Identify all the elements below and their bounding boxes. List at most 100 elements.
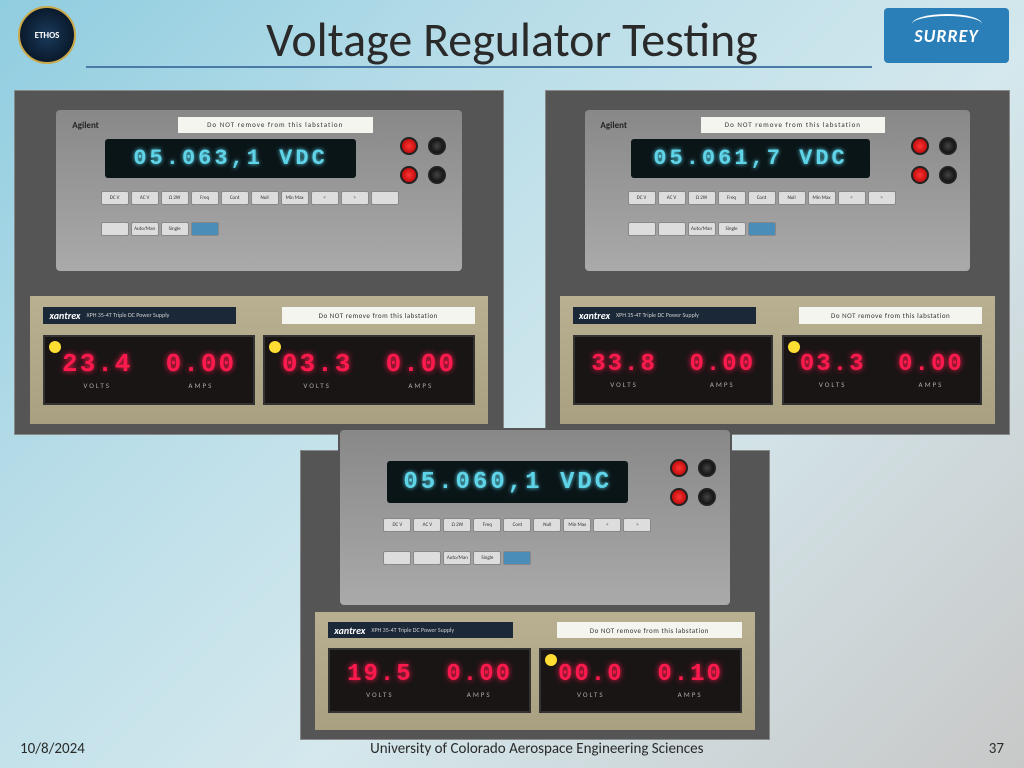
jack-black-icon <box>428 137 446 155</box>
photo-bottom: 05.060,1 VDC DC V AC V Ω 2W Freq Cont Nu… <box>300 450 770 740</box>
btn-auto: Auto/Man <box>131 222 159 236</box>
jack-black-icon <box>428 166 446 184</box>
btn-cont: Cont <box>503 518 531 532</box>
psu-amps-value: 0.10 <box>657 661 723 688</box>
psu-amps-value: 0.00 <box>898 351 964 378</box>
psu-sticker: Do NOT remove from this labstation <box>282 307 475 325</box>
btn-minmax: Min Max <box>563 518 591 532</box>
btn-shift <box>503 551 531 565</box>
btn-null: Null <box>778 191 806 205</box>
jack-black-icon <box>939 137 957 155</box>
btn-cont: Cont <box>221 191 249 205</box>
footer-page-number: 37 <box>989 740 1004 758</box>
psu-sticker: Do NOT remove from this labstation <box>799 307 982 325</box>
btn-single: Single <box>718 222 746 236</box>
btn-left: < <box>593 518 621 532</box>
psu-volts-value: 03.3 <box>282 349 352 379</box>
psu-displays: 33.8 VOLTS 0.00 AMPS 03.3 VOLTS 0 <box>573 335 982 405</box>
multimeter-brand: Agilent <box>600 120 627 131</box>
psu-model: XPH 35-4T Triple DC Power Supply <box>616 311 699 319</box>
power-supply: xantrex XPH 35-4T Triple DC Power Supply… <box>30 293 489 423</box>
btn-x2 <box>658 222 686 236</box>
slide-title: Voltage Regulator Testing <box>0 5 1024 69</box>
psu-amps-value: 0.00 <box>689 351 755 378</box>
psu-brand: xantrex <box>579 309 610 322</box>
btn-right: > <box>623 518 651 532</box>
btn-dcv: DC V <box>628 191 656 205</box>
multimeter: Agilent Do NOT remove from this labstati… <box>54 108 464 273</box>
btn-acv: AC V <box>131 191 159 205</box>
surrey-logo-icon: SURREY <box>884 8 1009 63</box>
volts-label: VOLTS <box>303 381 331 390</box>
volts-label: VOLTS <box>819 380 847 389</box>
btn-right: > <box>341 191 369 205</box>
amps-label: AMPS <box>678 690 703 699</box>
psu-sticker: Do NOT remove from this labstation <box>557 622 742 639</box>
multimeter-jacks <box>667 456 721 578</box>
amps-label: AMPS <box>188 381 213 390</box>
jack-black-icon <box>698 459 716 477</box>
btn-shift <box>191 222 219 236</box>
multimeter-jacks <box>908 134 962 246</box>
psu-amps-value: 0.00 <box>166 349 236 379</box>
psu-panel-right: 00.0 VOLTS 0.10 AMPS <box>539 648 742 713</box>
multimeter-buttons: DC V AC V Ω 2W Freq Cont Null Min Max < … <box>379 514 683 587</box>
psu-amps-value: 0.00 <box>446 661 512 688</box>
jack-black-icon <box>939 166 957 184</box>
psu-brand: xantrex <box>49 309 80 322</box>
photo-top-left: Agilent Do NOT remove from this labstati… <box>14 90 504 435</box>
psu-panel-right: 03.3 VOLTS 0.00 AMPS <box>263 335 474 405</box>
volts-label: VOLTS <box>577 690 605 699</box>
footer-date: 10/8/2024 <box>20 740 85 758</box>
btn-null: Null <box>533 518 561 532</box>
btn-x1 <box>628 222 656 236</box>
psu-panel-left: 33.8 VOLTS 0.00 AMPS <box>573 335 773 405</box>
jack-red-icon <box>400 137 418 155</box>
multimeter: 05.060,1 VDC DC V AC V Ω 2W Freq Cont Nu… <box>338 428 731 607</box>
psu-volts-value: 03.3 <box>800 351 866 378</box>
amps-label: AMPS <box>919 380 944 389</box>
psu-brand-strip: xantrex XPH 35-4T Triple DC Power Supply <box>43 307 236 325</box>
btn-ohm: Ω 2W <box>161 191 189 205</box>
psu-volts-value: 00.0 <box>558 661 624 688</box>
multimeter-brand: Agilent <box>72 120 99 131</box>
slide-footer: 10/8/2024 University of Colorado Aerospa… <box>0 730 1024 768</box>
btn-x2 <box>413 551 441 565</box>
multimeter-jacks <box>397 134 454 246</box>
btn-x2 <box>101 222 129 236</box>
psu-displays: 19.5 VOLTS 0.00 AMPS 00.0 VOLTS 0 <box>328 648 742 713</box>
psu-brand: xantrex <box>334 624 365 637</box>
btn-left: < <box>838 191 866 205</box>
ethos-logo-icon: ETHOS <box>18 6 76 64</box>
amps-label: AMPS <box>710 380 735 389</box>
btn-left: < <box>311 191 339 205</box>
psu-volts-value: 33.8 <box>591 351 657 378</box>
slide-header: ETHOS Voltage Regulator Testing SURREY <box>0 0 1024 80</box>
jack-red-icon <box>911 166 929 184</box>
btn-acv: AC V <box>658 191 686 205</box>
jack-red-icon <box>670 459 688 477</box>
btn-shift <box>748 222 776 236</box>
multimeter-display: 05.061,7 VDC <box>631 139 870 178</box>
jack-red-icon <box>911 137 929 155</box>
multimeter-buttons: DC V AC V Ω 2W Freq Cont Null Min Max < … <box>624 187 924 254</box>
psu-volts-value: 23.4 <box>62 349 132 379</box>
surrey-arc-icon <box>912 14 982 34</box>
psu-brand-strip: xantrex XPH 35-4T Triple DC Power Supply <box>328 622 513 639</box>
volts-label: VOLTS <box>366 690 394 699</box>
multimeter-sticker: Do NOT remove from this labstation <box>701 117 886 133</box>
btn-cont: Cont <box>748 191 776 205</box>
psu-panel-right: 03.3 VOLTS 0.00 AMPS <box>782 335 982 405</box>
volts-label: VOLTS <box>83 381 111 390</box>
power-supply: xantrex XPH 35-4T Triple DC Power Supply… <box>560 293 995 423</box>
btn-minmax: Min Max <box>808 191 836 205</box>
psu-amps-value: 0.00 <box>386 349 456 379</box>
btn-ohm: Ω 2W <box>688 191 716 205</box>
footer-institution: University of Colorado Aerospace Enginee… <box>85 740 989 758</box>
multimeter: Agilent Do NOT remove from this labstati… <box>583 108 972 273</box>
btn-auto: Auto/Man <box>688 222 716 236</box>
btn-right: > <box>868 191 896 205</box>
btn-freq: Freq <box>473 518 501 532</box>
ethos-logo-text: ETHOS <box>35 30 60 41</box>
amps-label: AMPS <box>467 690 492 699</box>
